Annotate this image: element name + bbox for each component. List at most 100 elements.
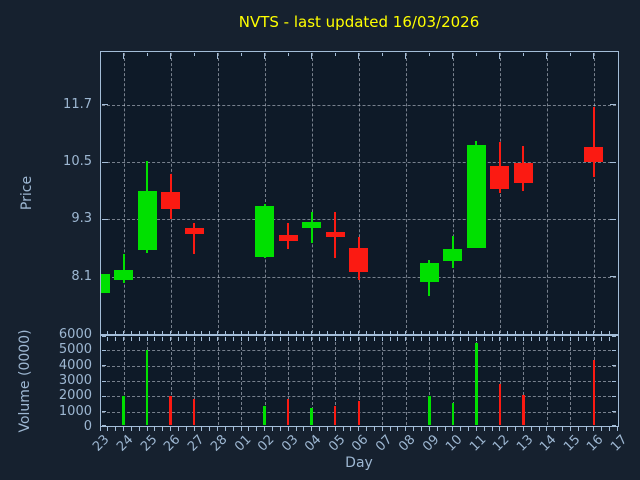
volume-top-tick <box>499 336 501 341</box>
price-bottom-tick <box>546 330 548 335</box>
volume-bottom-tick <box>397 427 399 431</box>
volume-top-tick <box>515 336 517 341</box>
volume-bottom-tick <box>240 427 242 431</box>
volume-bottom-tick <box>381 427 383 431</box>
price-bottom-tick <box>444 330 446 335</box>
volume-bar <box>592 359 596 426</box>
volume-bottom-tick <box>554 427 556 431</box>
price-bottom-tick <box>287 330 289 335</box>
volume-bottom-tick <box>546 427 548 431</box>
candle-body <box>101 274 110 293</box>
price-bottom-tick <box>326 330 328 335</box>
volume-top-tick <box>460 336 462 341</box>
price-top-tick <box>522 52 524 56</box>
volume-ytick-right <box>612 336 616 337</box>
volume-top-tick <box>381 336 383 341</box>
volume-x-gridline <box>429 337 431 425</box>
volume-bottom-tick <box>193 427 195 431</box>
volume-bottom-tick <box>468 427 470 431</box>
day-tick-label: 03 <box>278 432 302 455</box>
price-x-gridline <box>264 53 266 333</box>
day-tick-label: 24 <box>114 432 137 455</box>
volume-bottom-tick <box>295 427 297 431</box>
day-tick-label: 12 <box>490 432 513 455</box>
volume-top-tick <box>468 336 470 341</box>
volume-ytick-label: 6000 <box>58 327 92 342</box>
day-tick-label: 28 <box>208 432 231 455</box>
volume-top-tick <box>272 336 273 341</box>
volume-bottom-tick <box>562 427 564 431</box>
price-bottom-tick <box>232 330 234 335</box>
volume-bottom-tick <box>373 427 375 431</box>
day-axis-label: Day <box>345 455 373 471</box>
volume-bar <box>357 400 360 426</box>
price-bottom-tick <box>311 330 313 335</box>
price-bottom-tick <box>491 330 493 335</box>
volume-bottom-tick <box>444 427 446 431</box>
candle-body <box>255 206 275 258</box>
day-tick-label: 09 <box>419 432 443 455</box>
volume-top-tick <box>530 336 532 341</box>
volume-top-tick <box>538 336 540 341</box>
volume-bottom-tick <box>389 427 391 431</box>
volume-top-tick <box>185 336 187 341</box>
volume-bottom-tick <box>617 427 618 431</box>
volume-bar <box>122 396 125 426</box>
volume-bar <box>310 407 313 426</box>
candle-body <box>513 163 533 183</box>
volume-bottom-tick <box>436 427 438 431</box>
volume-top-tick <box>413 336 415 341</box>
price-bottom-tick <box>130 330 132 335</box>
price-top-tick <box>381 52 383 56</box>
day-tick-label: 10 <box>443 432 466 455</box>
price-bottom-tick <box>217 330 219 335</box>
price-bottom-tick <box>522 330 524 335</box>
candle-body <box>184 227 204 234</box>
volume-x-gridline <box>288 337 290 425</box>
price-bottom-tick <box>123 330 125 335</box>
volume-bottom-tick <box>130 427 132 431</box>
price-top-tick <box>358 52 360 59</box>
price-top-tick <box>311 52 313 59</box>
price-bottom-tick <box>248 330 250 335</box>
volume-bottom-tick <box>303 427 305 431</box>
volume-bottom-tick <box>217 427 219 431</box>
day-tick-label: 23 <box>90 432 113 455</box>
volume-ytick-label: 4000 <box>58 357 92 373</box>
volume-bar <box>498 384 502 426</box>
price-bottom-tick <box>569 330 571 335</box>
volume-axis-label: Volume (0000) <box>17 329 33 433</box>
volume-x-gridline <box>382 337 384 425</box>
chart-title: NVTS - last updated 16/03/2026 <box>238 13 480 31</box>
volume-bottom-tick <box>460 427 462 431</box>
volume-top-tick <box>428 336 430 341</box>
volume-bottom-tick <box>405 427 407 431</box>
volume-top-tick <box>224 336 226 341</box>
price-ytick-left <box>101 104 108 106</box>
price-x-gridline <box>593 53 595 333</box>
volume-top-tick <box>593 336 595 341</box>
volume-bottom-tick <box>224 427 226 431</box>
price-bottom-tick <box>554 330 556 335</box>
volume-top-tick <box>115 336 117 341</box>
volume-top-tick <box>319 336 321 341</box>
volume-top-tick <box>193 336 195 341</box>
price-top-tick <box>405 52 407 59</box>
volume-x-gridline <box>405 337 407 425</box>
candle-body <box>137 191 157 251</box>
volume-ytick-right <box>612 395 616 397</box>
candle-body <box>302 221 322 228</box>
volume-bar <box>522 394 525 426</box>
volume-top-tick <box>311 336 313 341</box>
volume-x-gridline <box>241 337 243 425</box>
price-bottom-tick <box>389 330 391 335</box>
volume-x-gridline <box>123 337 125 425</box>
volume-top-tick <box>420 336 422 341</box>
price-bottom-tick <box>224 330 226 335</box>
volume-top-tick <box>436 336 438 341</box>
price-bottom-tick <box>115 330 117 335</box>
volume-bottom-tick <box>334 427 336 431</box>
volume-bar <box>286 398 290 426</box>
volume-top-tick <box>130 336 132 341</box>
price-top-tick <box>334 52 336 56</box>
